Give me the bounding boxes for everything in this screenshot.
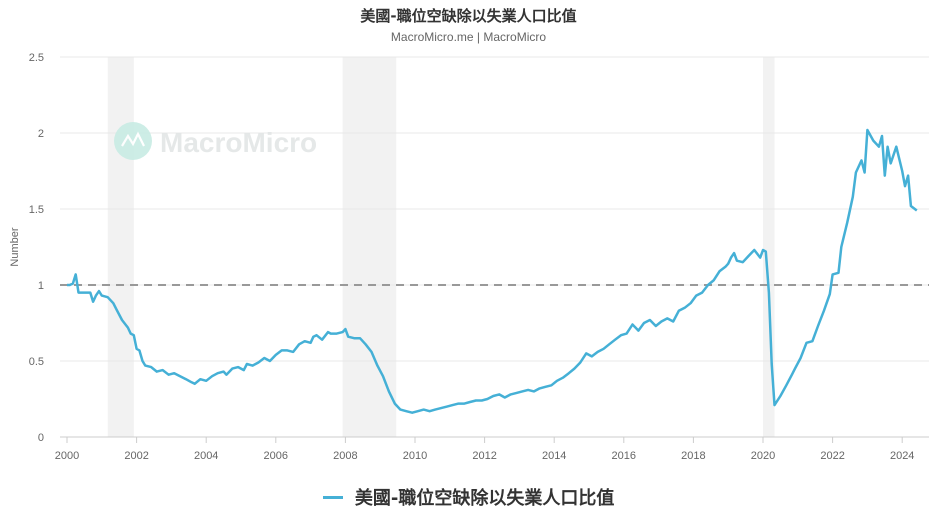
gridlines (60, 56, 929, 438)
y-tick-label: 1.5 (29, 204, 44, 216)
y-axis: 0 0.5 1 1.5 2 2.5 (29, 52, 44, 444)
x-tick-label: 2016 (612, 450, 636, 462)
y-axis-title: Number (9, 227, 21, 266)
legend-swatch-icon (322, 495, 343, 499)
x-tick-label: 2024 (890, 450, 914, 462)
x-tick-label: 2018 (681, 450, 705, 462)
x-tick-label: 2000 (55, 450, 79, 462)
legend: 美國-職位空缺除以失業人口比值 (0, 484, 937, 510)
x-tick-label: 2004 (194, 450, 218, 462)
y-tick-label: 0 (38, 432, 44, 444)
watermark-logo-icon (114, 122, 152, 160)
y-tick-label: 2 (38, 128, 44, 140)
chart-subtitle: MacroMicro.me | MacroMicro (390, 30, 547, 44)
x-tick-label: 2002 (124, 450, 148, 462)
y-tick-label: 0.5 (29, 356, 44, 368)
recession-band (107, 57, 134, 437)
x-tick-label: 2006 (264, 450, 288, 462)
recession-band (342, 57, 397, 437)
watermark-text: MacroMicro (160, 127, 317, 158)
x-tick-label: 2012 (472, 450, 496, 462)
recession-band (763, 57, 775, 437)
series-line[interactable] (67, 128, 918, 414)
chart-title: 美國-職位空缺除以失業人口比值 (360, 7, 577, 25)
y-tick-label: 2.5 (29, 52, 44, 64)
watermark: MacroMicro (114, 122, 317, 160)
x-tick-label: 2020 (751, 450, 775, 462)
x-tick-label: 2022 (820, 450, 844, 462)
y-tick-label: 1 (38, 280, 44, 292)
x-axis: 2000 2002 2004 2006 2008 2010 2012 2014 2016 2018… (55, 437, 914, 462)
x-tick-label: 2014 (542, 450, 566, 462)
x-tick-label: 2010 (403, 450, 427, 462)
recession-bands (107, 57, 775, 437)
x-tick-label: 2008 (333, 450, 357, 462)
legend-label: 美國-職位空缺除以失業人口比值 (354, 488, 615, 509)
legend-item[interactable]: 美國-職位空缺除以失業人口比值 (322, 488, 615, 509)
